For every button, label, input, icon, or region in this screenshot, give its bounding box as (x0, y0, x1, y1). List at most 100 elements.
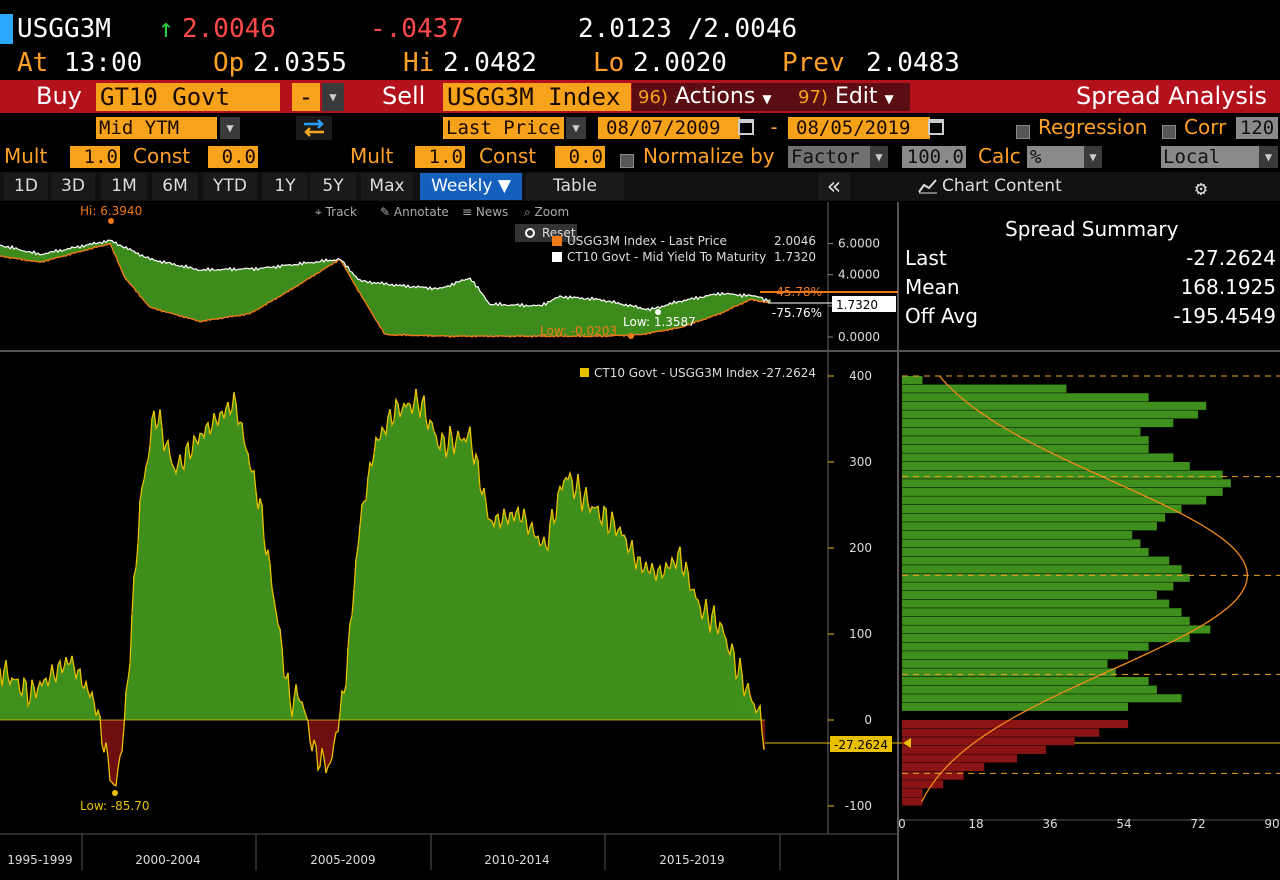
edit-button[interactable]: 97) Edit ▼ (792, 83, 910, 111)
last-value-tag-lower-text: -27.2624 (834, 738, 888, 752)
upper-y-tick: 6.0000 (838, 237, 880, 251)
histogram-bar (902, 694, 1182, 703)
histogram-x-tick: 72 (1190, 817, 1205, 831)
period-1d[interactable]: 1D (4, 173, 48, 200)
buy-security-field[interactable]: GT10 Govt (96, 83, 280, 111)
histogram-bar (902, 487, 1223, 496)
period-max[interactable]: Max (361, 173, 413, 200)
spread-low-annotation: Low: -85.70 (80, 799, 150, 813)
end-calendar-icon[interactable] (928, 119, 944, 135)
lower-y-tick: -100 (845, 799, 872, 813)
sell-const-field[interactable]: 0.0 (555, 146, 605, 168)
summary-offavg-value: -195.4549 (1173, 304, 1276, 328)
operator-dropdown-icon[interactable]: ▼ (322, 83, 344, 111)
period-3d[interactable]: 3D (51, 173, 95, 200)
regression-checkbox[interactable] (1016, 121, 1030, 140)
prev-value: 2.0483 (866, 48, 960, 78)
legend-ct10-swatch (552, 252, 562, 262)
collapse-icon[interactable]: « (818, 173, 850, 200)
histogram-bar (902, 453, 1174, 462)
pct2-annotation: -75.76% (772, 306, 822, 320)
edit-label: Edit (834, 84, 878, 109)
corr-window-field[interactable]: 120 (1236, 117, 1278, 139)
period-6m[interactable]: 6M (152, 173, 198, 200)
histogram-bar (902, 444, 1149, 453)
normalize-dropdown-icon[interactable]: ▼ (870, 146, 888, 168)
histogram-bar (902, 720, 1129, 729)
legend-ct10-value: 1.7320 (774, 250, 816, 264)
normalize-select[interactable]: Factor (788, 146, 871, 168)
settings-gear-icon[interactable]: ⚙ (1195, 176, 1208, 200)
legend-spread-swatch (580, 368, 589, 377)
corr-label: Corr (1184, 115, 1227, 139)
calc-dropdown-icon[interactable]: ▼ (1084, 146, 1102, 168)
normalize-checkbox[interactable] (620, 150, 634, 169)
high-value: 2.0482 (443, 48, 537, 78)
spread-line (0, 388, 765, 787)
histogram-bar (902, 479, 1231, 488)
zoom-tool[interactable]: ⌕ Zoom (524, 205, 569, 219)
legend-spread-value: -27.2624 (762, 366, 816, 380)
last-value-tag-upper-text: 1.7320 (836, 298, 878, 312)
low2-marker (655, 309, 661, 315)
currency-select[interactable]: Local CCY (1161, 146, 1259, 190)
sell-field-dropdown-icon[interactable]: ▼ (566, 117, 586, 139)
news-tool[interactable]: ≡ News (462, 205, 508, 219)
start-calendar-icon[interactable] (738, 119, 754, 135)
lower-spread-fill (0, 388, 766, 786)
chart-content-icon[interactable] (918, 178, 938, 198)
actions-button[interactable]: 96) Actions ▼ (632, 83, 794, 111)
histogram-bar (902, 582, 1174, 591)
histogram-bar (902, 608, 1182, 617)
histogram-bar (902, 659, 1108, 668)
up-arrow-icon: ↑ (158, 14, 174, 44)
histogram-bar (902, 427, 1141, 436)
page-title: Spread Analysis (1076, 82, 1268, 110)
sell-field-select[interactable]: Last Price (443, 117, 564, 139)
period-1y[interactable]: 1Y (262, 173, 308, 200)
ticker-marker (0, 14, 13, 44)
ticker-symbol: USGG3M (17, 14, 111, 44)
factor-field[interactable]: 100.0 (902, 146, 966, 168)
annotate-tool[interactable]: ✎ Annotate (380, 205, 449, 219)
lower-y-tick: 200 (849, 541, 872, 555)
end-date-field[interactable]: 08/05/2019 (788, 117, 930, 139)
x-axis-period: 2015-2019 (659, 853, 724, 867)
histogram-bar (902, 522, 1157, 531)
currency-dropdown-icon[interactable]: ▼ (1259, 146, 1278, 168)
track-tool[interactable]: ⌖ Track (315, 205, 357, 219)
histogram-bar (902, 505, 1182, 514)
low-label: Lo (593, 48, 625, 78)
sell-label: Sell (382, 82, 426, 110)
frequency-select[interactable]: Weekly ▼ (420, 173, 522, 200)
corr-checkbox[interactable] (1162, 121, 1176, 140)
buy-field-select[interactable]: Mid YTM (96, 117, 217, 139)
buy-const-label: Const (133, 144, 191, 168)
table-button[interactable]: Table (526, 173, 624, 200)
histogram-bar (902, 668, 1116, 677)
period-5y[interactable]: 5Y (310, 173, 356, 200)
start-date-field[interactable]: 08/07/2009 (598, 117, 740, 139)
low2-annotation: Low: 1.3587 (623, 315, 696, 329)
sell-mult-field[interactable]: 1.0 (415, 146, 465, 168)
calc-select[interactable]: % (1027, 146, 1084, 168)
summary-mean-value: 168.1925 (1180, 275, 1276, 299)
buy-mult-field[interactable]: 1.0 (70, 146, 120, 168)
summary-last-value: -27.2624 (1186, 246, 1276, 270)
low-value: 2.0020 (633, 48, 727, 78)
chart-content-button[interactable]: Chart Content (942, 173, 1072, 200)
x-axis-period: 2000-2004 (135, 853, 200, 867)
swap-icon[interactable] (296, 116, 332, 140)
buy-const-field[interactable]: 0.0 (208, 146, 258, 168)
net-change: -.0437 (370, 14, 464, 44)
buy-field-dropdown-icon[interactable]: ▼ (220, 117, 240, 139)
operator-select[interactable]: - (292, 83, 320, 111)
legend-spread-name: CT10 Govt - USGG3M Index (594, 366, 759, 380)
buy-mult-label: Mult (4, 144, 48, 168)
period-ytd[interactable]: YTD (203, 173, 257, 200)
histogram-bar (902, 591, 1157, 600)
sell-security-field[interactable]: USGG3M Index (443, 83, 631, 111)
actions-number: 96) (638, 87, 668, 108)
period-1m[interactable]: 1M (101, 173, 147, 200)
histogram-bar (902, 573, 1190, 582)
